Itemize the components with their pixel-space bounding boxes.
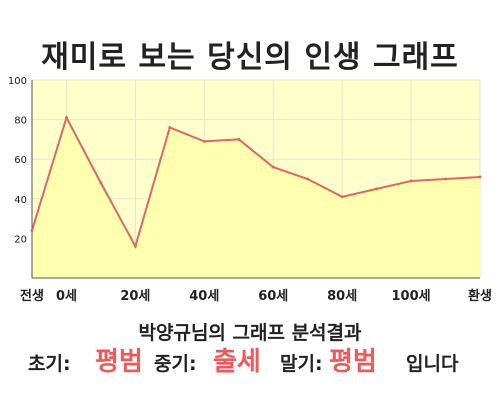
data-line [31,114,481,249]
x-tick-label: 환생 [468,288,492,304]
y-tick-label: 20 [14,234,27,245]
analysis-subtitle: 박양규님의 그래프 분석결과 [138,322,362,344]
data-point [306,177,310,181]
ending-text: 입니다 [406,353,459,375]
early-result: 평범 [95,347,143,377]
y-tick-label: 80 [14,116,27,127]
data-point [409,179,413,183]
data-point [237,137,241,141]
data-point [30,228,34,232]
y-tick-label: 100 [8,76,27,87]
early-label: 초기: [28,353,71,375]
x-tick-label: 60세 [258,289,288,304]
mid-result: 출세 [213,347,261,377]
data-point [202,139,206,143]
x-tick-label: 전생 [20,288,44,304]
late-result: 평범 [329,347,377,377]
chart-title: 재미로 보는 당신의 인생 그래프 [41,40,459,75]
data-point [99,181,103,185]
y-tick-label: 60 [14,155,27,166]
x-tick-label: 40세 [189,289,219,304]
x-tick-label: 20세 [120,289,150,304]
x-tick-label: 80세 [327,289,357,304]
life-graph-chart: 20 40 60 80 100 전생 0세 20세 40세 60세 80세 100세 환생 [8,76,492,304]
y-tick-label: 40 [14,195,27,206]
data-point [271,165,275,169]
area-fill [32,117,480,278]
data-point [444,177,448,181]
x-axis-ticks: 전생 0세 20세 40세 60세 80세 100세 환생 [20,288,492,304]
data-point [168,126,172,130]
data-point [375,187,379,191]
data-point [340,195,344,199]
x-tick-label: 100세 [392,289,431,304]
late-label: 말기: [280,353,323,375]
x-tick-label: 0세 [56,289,77,304]
data-point [133,244,137,248]
data-point [64,116,68,120]
y-axis-ticks: 20 40 60 80 100 [8,76,27,245]
data-point [478,175,482,179]
mid-label: 중기: [154,353,197,375]
